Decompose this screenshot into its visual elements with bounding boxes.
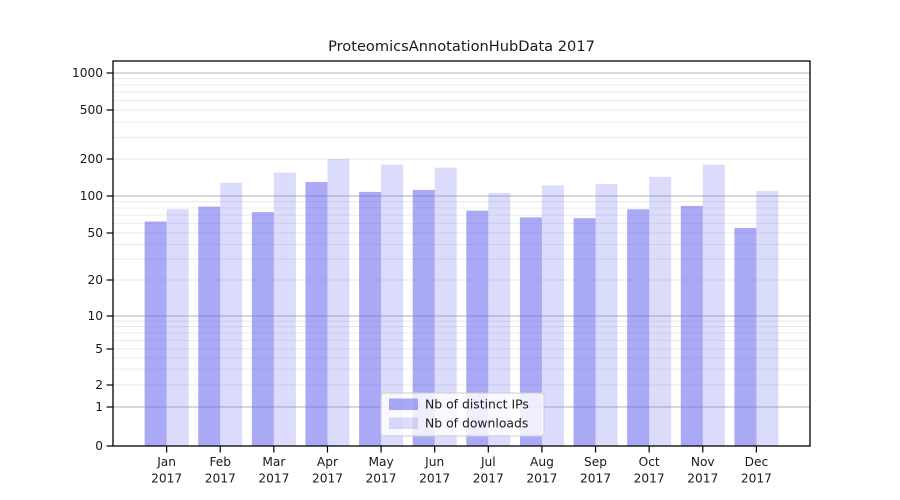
x-tick-label-month-oct: Oct <box>639 455 660 469</box>
bar-distinct-ips-apr <box>305 181 328 447</box>
bar-downloads-dec <box>756 190 779 446</box>
legend-swatch-distinct-ips <box>389 398 418 410</box>
bar-downloads-aug <box>541 185 564 447</box>
bar-distinct-ips-jan <box>144 221 167 446</box>
bar-downloads-mar <box>273 172 296 446</box>
x-tick-label-month-jul: Jul <box>480 455 496 469</box>
x-tick-label-month-sep: Sep <box>584 455 607 469</box>
y-tick-label-2: 2 <box>95 378 103 392</box>
legend-box <box>380 392 545 437</box>
bar-distinct-ips-jul <box>466 210 489 446</box>
x-tick-label-year-jan: 2017 <box>151 472 182 486</box>
bar-distinct-ips-oct <box>627 209 650 446</box>
bar-distinct-ips-dec <box>734 227 757 446</box>
legend-label-distinct-ips: Nb of distinct IPs <box>425 397 529 412</box>
y-tick-label-5: 5 <box>95 342 103 356</box>
x-tick-label-year-apr: 2017 <box>312 472 343 486</box>
bar-downloads-sep <box>595 184 618 446</box>
x-tick-label-year-jun: 2017 <box>419 472 450 486</box>
y-tick-label-10: 10 <box>87 309 103 323</box>
x-tick-label-year-mar: 2017 <box>258 472 289 486</box>
y-tick-label-50: 50 <box>87 226 103 240</box>
bar-downloads-apr <box>327 159 350 446</box>
y-tick-label-200: 200 <box>80 152 103 166</box>
x-tick-label-month-may: May <box>368 455 393 469</box>
plot-border <box>112 60 811 447</box>
legend-swatch-downloads <box>389 417 418 429</box>
bar-distinct-ips-mar <box>251 212 274 446</box>
y-tick-label-20: 20 <box>87 273 103 287</box>
y-tick-label-0: 0 <box>95 439 103 453</box>
x-tick-label-month-nov: Nov <box>691 455 715 469</box>
bar-downloads-may <box>381 164 404 446</box>
bar-downloads-oct <box>649 176 672 446</box>
y-tick-label-500: 500 <box>80 103 103 117</box>
x-tick-label-month-jan: Jan <box>156 455 176 469</box>
x-tick-label-year-oct: 2017 <box>634 472 665 486</box>
x-tick-label-year-feb: 2017 <box>205 472 236 486</box>
bar-distinct-ips-nov <box>680 205 703 446</box>
y-tick-label-1000: 1000 <box>72 66 103 80</box>
x-tick-label-month-mar: Mar <box>262 455 286 469</box>
x-tick-label-month-feb: Feb <box>209 455 231 469</box>
bar-downloads-jan <box>166 209 189 446</box>
bar-distinct-ips-jun <box>412 189 435 446</box>
bar-distinct-ips-aug <box>519 217 542 446</box>
x-tick-label-year-dec: 2017 <box>741 472 772 486</box>
bar-distinct-ips-sep <box>573 218 596 446</box>
bar-downloads-jun <box>434 167 457 446</box>
bar-downloads-feb <box>220 182 243 446</box>
x-tick-label-month-apr: Apr <box>317 455 339 469</box>
legend-label-downloads: Nb of downloads <box>425 416 528 431</box>
bar-downloads-jul <box>488 192 511 446</box>
x-tick-label-month-aug: Aug <box>530 455 554 469</box>
bar-distinct-ips-may <box>359 191 382 446</box>
x-tick-label-year-may: 2017 <box>366 472 397 486</box>
bar-distinct-ips-feb <box>198 206 221 446</box>
x-tick-label-month-dec: Dec <box>745 455 769 469</box>
y-tick-label-1: 1 <box>95 400 103 414</box>
x-tick-label-month-jun: Jun <box>424 455 444 469</box>
chart-title: ProteomicsAnnotationHubData 2017 <box>328 38 595 55</box>
x-tick-label-year-jul: 2017 <box>473 472 504 486</box>
x-tick-label-year-aug: 2017 <box>526 472 557 486</box>
bar-downloads-nov <box>702 164 725 446</box>
y-tick-label-100: 100 <box>80 189 103 203</box>
x-tick-label-year-nov: 2017 <box>687 472 718 486</box>
x-tick-label-year-sep: 2017 <box>580 472 611 486</box>
